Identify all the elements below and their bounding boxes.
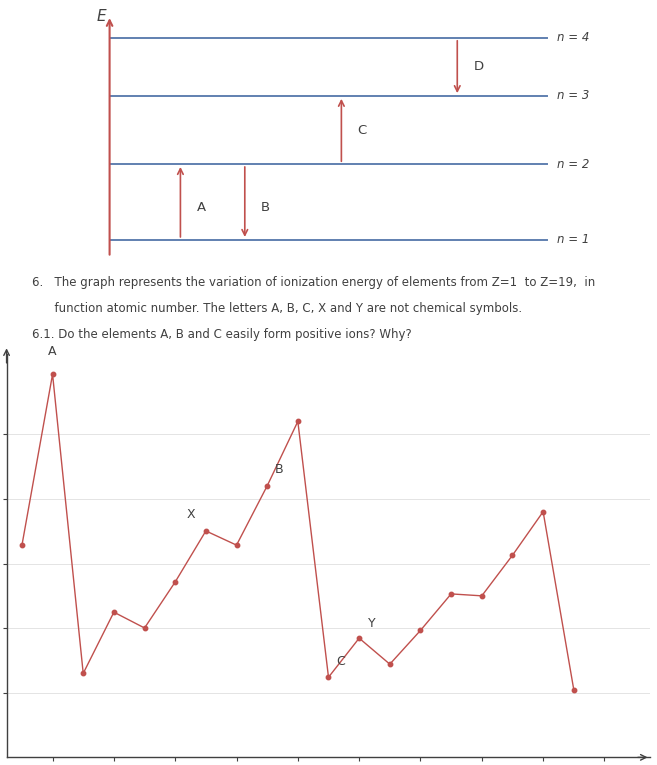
- Text: E: E: [97, 9, 106, 24]
- Text: D: D: [473, 60, 484, 73]
- Text: B: B: [261, 200, 270, 213]
- Text: n = 4: n = 4: [557, 31, 589, 44]
- Text: A: A: [196, 200, 206, 213]
- Text: function atomic number. The letters A, B, C, X and Y are not chemical symbols.: function atomic number. The letters A, B…: [32, 302, 522, 315]
- Text: n = 3: n = 3: [557, 90, 589, 103]
- Text: C: C: [357, 123, 367, 136]
- Text: Y: Y: [368, 617, 375, 630]
- Text: B: B: [275, 463, 284, 476]
- Text: n = 1: n = 1: [557, 233, 589, 246]
- Text: 6.   The graph represents the variation of ionization energy of elements from Z=: 6. The graph represents the variation of…: [32, 275, 596, 288]
- Text: 6.1. Do the elements A, B and C easily form positive ions? Why?: 6.1. Do the elements A, B and C easily f…: [32, 328, 412, 341]
- Text: A: A: [49, 345, 57, 358]
- Text: X: X: [186, 508, 195, 521]
- Text: C: C: [336, 655, 345, 668]
- Text: n = 2: n = 2: [557, 158, 589, 171]
